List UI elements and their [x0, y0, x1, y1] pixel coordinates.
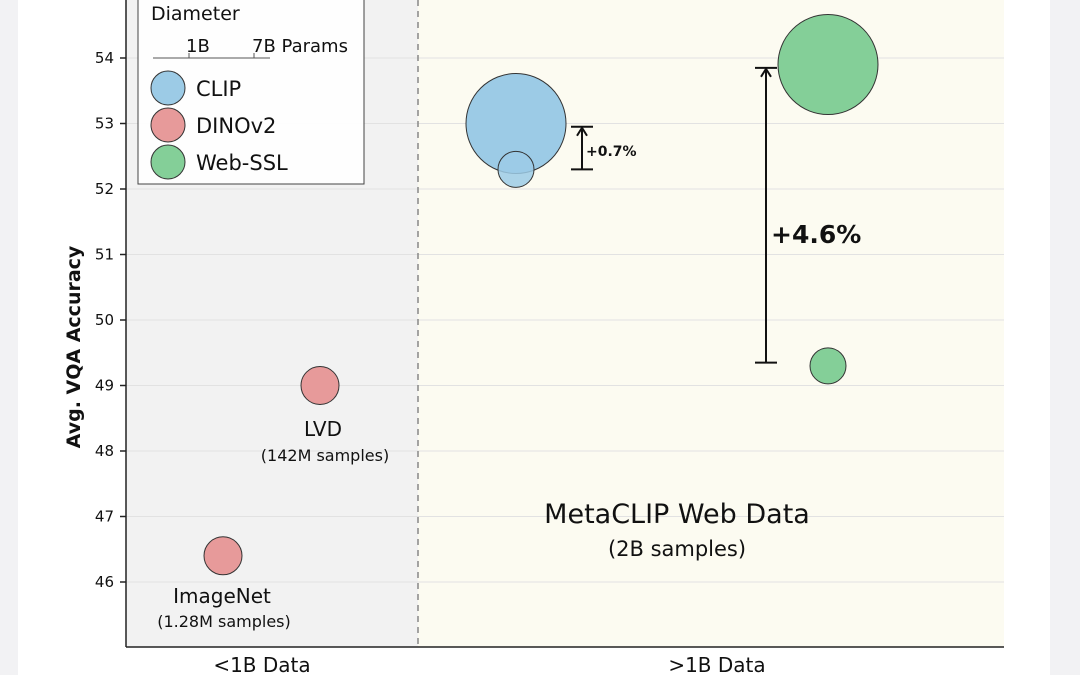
- y-tick-label-54: 54: [95, 49, 114, 67]
- clip-delta-arrow: [571, 125, 593, 171]
- legend: Diameter 1B 7B Params CLIP DINOv2 Web-SS…: [137, 0, 365, 185]
- legend-clip-swatch: [150, 70, 186, 106]
- y-tick-label-46: 46: [95, 573, 114, 591]
- y-tick-label-53: 53: [95, 115, 114, 133]
- chart: 46 47 48 49 50 51 52 53 54 Avg. VQA Accuracy <1B…: [63, 0, 1004, 675]
- web-ssl-1b-bubble: [809, 347, 847, 385]
- lvd-sublabel: (142M samples): [261, 446, 389, 465]
- legend-size-1b: 1B: [186, 36, 210, 57]
- y-axis-label: Avg. VQA Accuracy: [63, 245, 85, 448]
- x-category-large-data: >1B Data: [668, 653, 765, 675]
- legend-clip-label: CLIP: [196, 77, 241, 101]
- y-tick-label-48: 48: [95, 442, 114, 460]
- clip-delta-label: +0.7%: [586, 144, 637, 160]
- dinov2-imagenet-bubble: [203, 536, 243, 576]
- legend-title: Diameter: [151, 3, 240, 25]
- imagenet-label: ImageNet: [173, 584, 271, 608]
- lvd-label: LVD: [304, 417, 342, 441]
- y-tick-label-52: 52: [95, 180, 114, 198]
- legend-dinov2-label: DINOv2: [196, 114, 276, 138]
- y-axis-ticks: 46 47 48 49 50 51 52 53 54: [95, 49, 126, 591]
- x-category-small-data: <1B Data: [213, 653, 310, 675]
- chart-card: 46 47 48 49 50 51 52 53 54 Avg. VQA Accuracy <1B…: [18, 0, 1050, 675]
- legend-web-ssl-label: Web-SSL: [196, 151, 288, 175]
- legend-dinov2-swatch: [150, 107, 186, 143]
- metaclip-sublabel: (2B samples): [608, 537, 746, 561]
- legend-web-ssl-swatch: [150, 144, 186, 180]
- clip-1b-bubble: [497, 150, 535, 188]
- web-ssl-delta-arrow: [755, 66, 777, 364]
- dinov2-lvd-bubble: [300, 366, 340, 405]
- y-tick-label-47: 47: [95, 508, 114, 526]
- web-ssl-7b-bubble: [777, 14, 879, 116]
- legend-size-7b: 7B Params: [252, 36, 348, 57]
- metaclip-label: MetaCLIP Web Data: [544, 499, 810, 530]
- y-tick-label-51: 51: [95, 246, 114, 264]
- imagenet-sublabel: (1.28M samples): [157, 612, 291, 631]
- y-tick-label-49: 49: [95, 377, 114, 395]
- y-tick-label-50: 50: [95, 311, 114, 329]
- web-ssl-delta-label: +4.6%: [771, 220, 861, 249]
